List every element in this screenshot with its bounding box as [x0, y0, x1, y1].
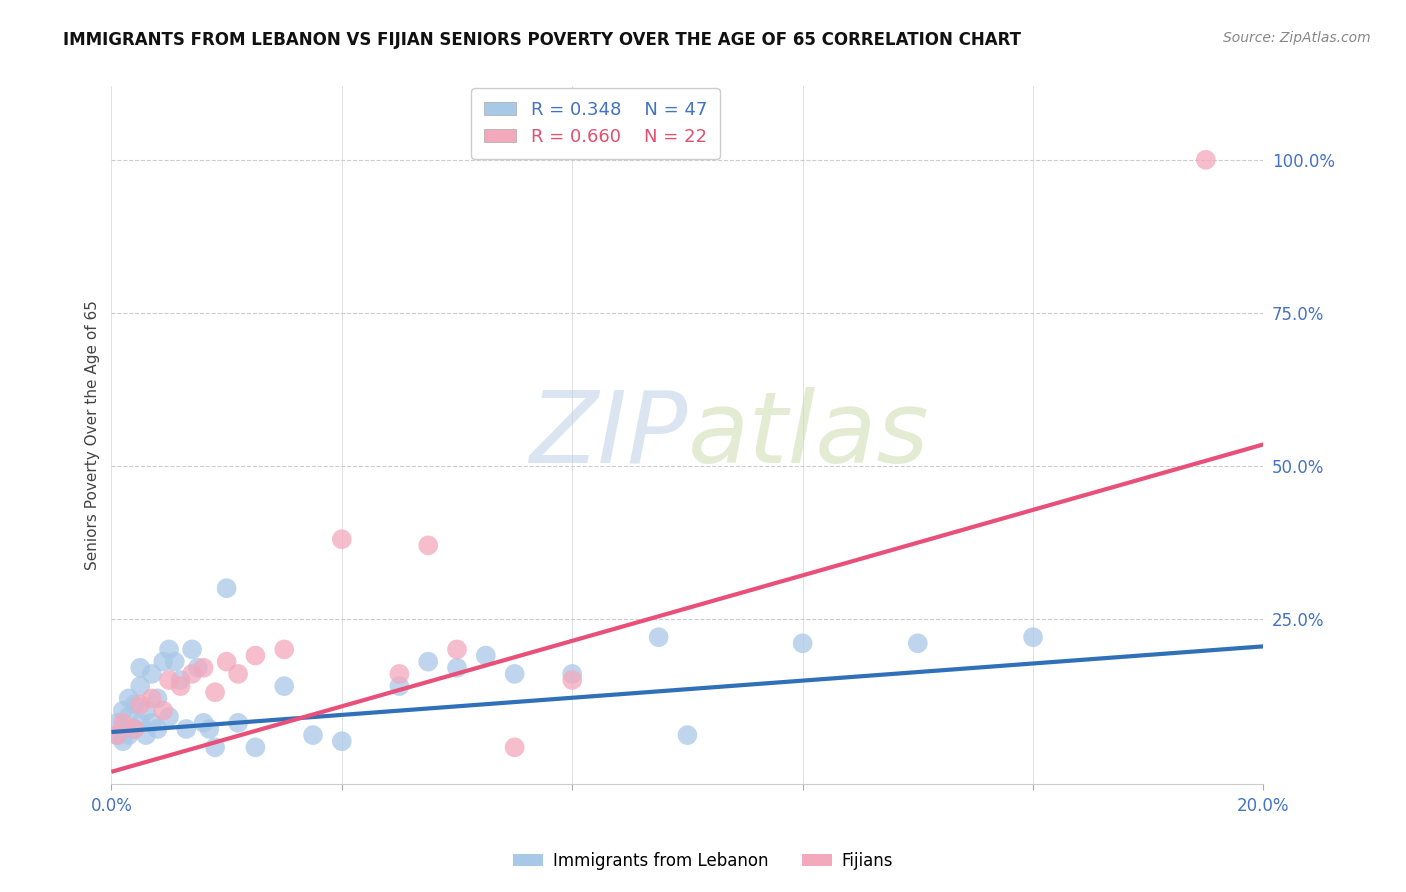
Point	[198, 722, 221, 736]
Point	[124, 698, 146, 712]
Point	[330, 734, 353, 748]
Point	[273, 642, 295, 657]
Point	[215, 655, 238, 669]
Point	[193, 715, 215, 730]
Point	[141, 715, 163, 730]
Point	[129, 698, 152, 712]
Point	[163, 655, 186, 669]
Point	[792, 636, 814, 650]
Point	[146, 691, 169, 706]
Point	[135, 704, 157, 718]
Text: ZIP: ZIP	[529, 387, 688, 483]
Point	[141, 691, 163, 706]
Point	[111, 715, 134, 730]
Point	[187, 661, 209, 675]
Point	[169, 679, 191, 693]
Point	[135, 728, 157, 742]
Point	[204, 740, 226, 755]
Point	[111, 704, 134, 718]
Point	[157, 673, 180, 687]
Point	[157, 642, 180, 657]
Point	[105, 728, 128, 742]
Point	[152, 704, 174, 718]
Point	[124, 722, 146, 736]
Legend: R = 0.348    N = 47, R = 0.660    N = 22: R = 0.348 N = 47, R = 0.660 N = 22	[471, 88, 720, 159]
Point	[169, 673, 191, 687]
Point	[118, 728, 141, 742]
Point	[561, 666, 583, 681]
Point	[388, 666, 411, 681]
Point	[146, 722, 169, 736]
Text: atlas: atlas	[688, 387, 929, 483]
Point	[418, 655, 440, 669]
Point	[1195, 153, 1218, 167]
Point	[193, 661, 215, 675]
Point	[907, 636, 929, 650]
Point	[124, 722, 146, 736]
Point	[105, 728, 128, 742]
Y-axis label: Seniors Poverty Over the Age of 65: Seniors Poverty Over the Age of 65	[86, 301, 100, 570]
Point	[446, 642, 468, 657]
Point	[105, 715, 128, 730]
Point	[226, 715, 249, 730]
Point	[330, 533, 353, 547]
Point	[111, 734, 134, 748]
Point	[157, 710, 180, 724]
Text: IMMIGRANTS FROM LEBANON VS FIJIAN SENIORS POVERTY OVER THE AGE OF 65 CORRELATION: IMMIGRANTS FROM LEBANON VS FIJIAN SENIOR…	[63, 31, 1021, 49]
Point	[181, 666, 204, 681]
Point	[111, 722, 134, 736]
Legend: Immigrants from Lebanon, Fijians: Immigrants from Lebanon, Fijians	[506, 846, 900, 877]
Point	[215, 581, 238, 595]
Point	[245, 648, 267, 663]
Point	[245, 740, 267, 755]
Point	[226, 666, 249, 681]
Point	[1022, 630, 1045, 644]
Point	[503, 666, 526, 681]
Point	[129, 715, 152, 730]
Point	[118, 691, 141, 706]
Point	[174, 722, 197, 736]
Point	[273, 679, 295, 693]
Point	[676, 728, 699, 742]
Point	[388, 679, 411, 693]
Point	[647, 630, 669, 644]
Point	[152, 655, 174, 669]
Point	[561, 673, 583, 687]
Point	[204, 685, 226, 699]
Point	[475, 648, 498, 663]
Point	[446, 661, 468, 675]
Point	[418, 538, 440, 552]
Point	[503, 740, 526, 755]
Point	[129, 661, 152, 675]
Point	[118, 710, 141, 724]
Text: Source: ZipAtlas.com: Source: ZipAtlas.com	[1223, 31, 1371, 45]
Point	[181, 642, 204, 657]
Point	[141, 666, 163, 681]
Point	[302, 728, 325, 742]
Point	[129, 679, 152, 693]
